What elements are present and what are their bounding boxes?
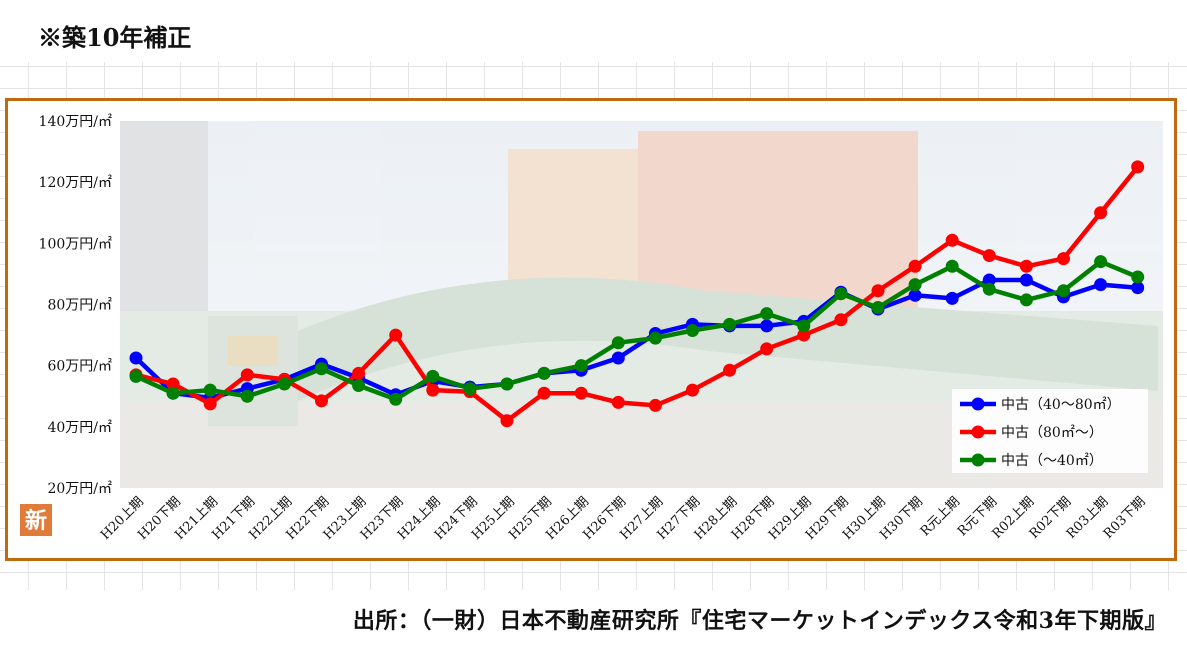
data-point (648, 331, 662, 345)
data-point (203, 397, 217, 411)
data-point (611, 395, 625, 409)
data-point (834, 287, 848, 301)
data-point (240, 368, 254, 382)
data-point (1131, 270, 1145, 284)
data-point (1019, 259, 1033, 273)
data-point (352, 379, 366, 393)
data-point (315, 362, 328, 376)
data-point (315, 394, 328, 408)
legend-swatch-marker (971, 425, 985, 439)
data-point (240, 389, 254, 403)
data-point (426, 383, 440, 397)
y-tick-label: 80万円/㎡ (47, 298, 112, 314)
x-tick-label: R元上期 (918, 494, 963, 539)
data-point (686, 383, 699, 397)
data-point (389, 392, 403, 406)
data-point (760, 319, 774, 333)
y-tick-label: 40万円/㎡ (47, 420, 112, 436)
data-point (129, 351, 143, 365)
x-tick-label: R03下期 (1101, 494, 1149, 542)
data-point (686, 323, 699, 337)
data-point (760, 307, 774, 321)
data-point (611, 336, 625, 350)
data-point (1094, 206, 1108, 220)
data-point (129, 369, 143, 383)
data-point (574, 359, 588, 373)
badge-label: 新 (25, 508, 47, 534)
heading-band (0, 0, 1187, 62)
data-point (723, 317, 737, 331)
data-point (1019, 273, 1033, 287)
series-layer (129, 160, 1145, 428)
data-point (797, 319, 811, 333)
data-point (166, 377, 180, 391)
data-point (500, 414, 514, 428)
new-badge: 新 (20, 504, 52, 536)
data-point (1094, 255, 1108, 269)
data-point (500, 377, 514, 391)
data-point (908, 288, 922, 302)
y-tick-label: 60万円/㎡ (47, 359, 112, 375)
legend: 中古（40～80㎡） 中古（80㎡～） 中古（～40㎡） (952, 389, 1148, 473)
data-point (1057, 252, 1070, 266)
data-point (1019, 293, 1033, 307)
data-point (574, 386, 588, 400)
y-tick-label: 140万円/㎡ (39, 114, 112, 130)
page-heading: ※築10年補正 (38, 23, 192, 52)
data-point (1057, 284, 1070, 298)
data-point (908, 278, 922, 292)
legend-label: 中古（40～80㎡） (1001, 397, 1121, 413)
data-point (1094, 278, 1108, 292)
y-tick-label: 100万円/㎡ (39, 236, 112, 252)
data-point (648, 398, 662, 412)
legend-label: 中古（～40㎡） (1001, 453, 1103, 469)
chart-frame[interactable]: 20万円/㎡ 40万円/㎡ 60万円/㎡ 80万円/㎡ 100万円/㎡ 120万円/㎡ 14… (5, 98, 1177, 561)
data-point (945, 291, 959, 305)
data-point (871, 301, 885, 315)
series-line (135, 259, 1139, 402)
legend-swatch-marker (971, 453, 985, 467)
data-point (611, 351, 625, 365)
data-point (426, 369, 440, 383)
data-point (834, 313, 848, 327)
data-point (760, 342, 774, 356)
data-point (982, 249, 996, 263)
data-point (389, 328, 403, 342)
y-tick-label: 120万円/㎡ (39, 175, 112, 191)
data-point (537, 386, 551, 400)
data-point (723, 363, 737, 377)
data-point (982, 282, 996, 296)
data-point (945, 259, 959, 273)
data-point (945, 233, 959, 247)
y-tick-label: 20万円/㎡ (47, 481, 112, 497)
data-point (166, 386, 180, 400)
source-citation: 出所：（一財）日本不動産研究所『住宅マーケットインデックス令和3年下期版』 (352, 608, 1167, 634)
source-band (0, 590, 1187, 651)
data-point (982, 273, 996, 287)
data-point (277, 377, 291, 391)
data-point (537, 366, 551, 380)
series-line (134, 277, 1138, 401)
data-point (463, 382, 477, 396)
data-point (203, 383, 217, 397)
data-point (1131, 281, 1145, 295)
data-point (352, 366, 366, 380)
line-chart: 20万円/㎡ 40万円/㎡ 60万円/㎡ 80万円/㎡ 100万円/㎡ 120万円/㎡ 14… (20, 114, 1163, 543)
data-point (797, 328, 811, 342)
legend-swatch-marker (971, 397, 985, 411)
background-photo (120, 121, 1163, 488)
legend-label: 中古（80㎡～） (1001, 425, 1103, 441)
data-point (871, 284, 885, 298)
series-line (135, 165, 1140, 423)
data-point (908, 259, 922, 273)
data-point (1131, 160, 1145, 174)
